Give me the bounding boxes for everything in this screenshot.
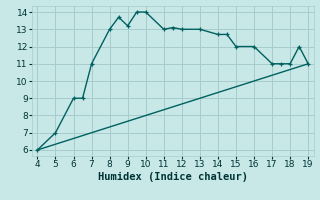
X-axis label: Humidex (Indice chaleur): Humidex (Indice chaleur) [98,172,248,182]
